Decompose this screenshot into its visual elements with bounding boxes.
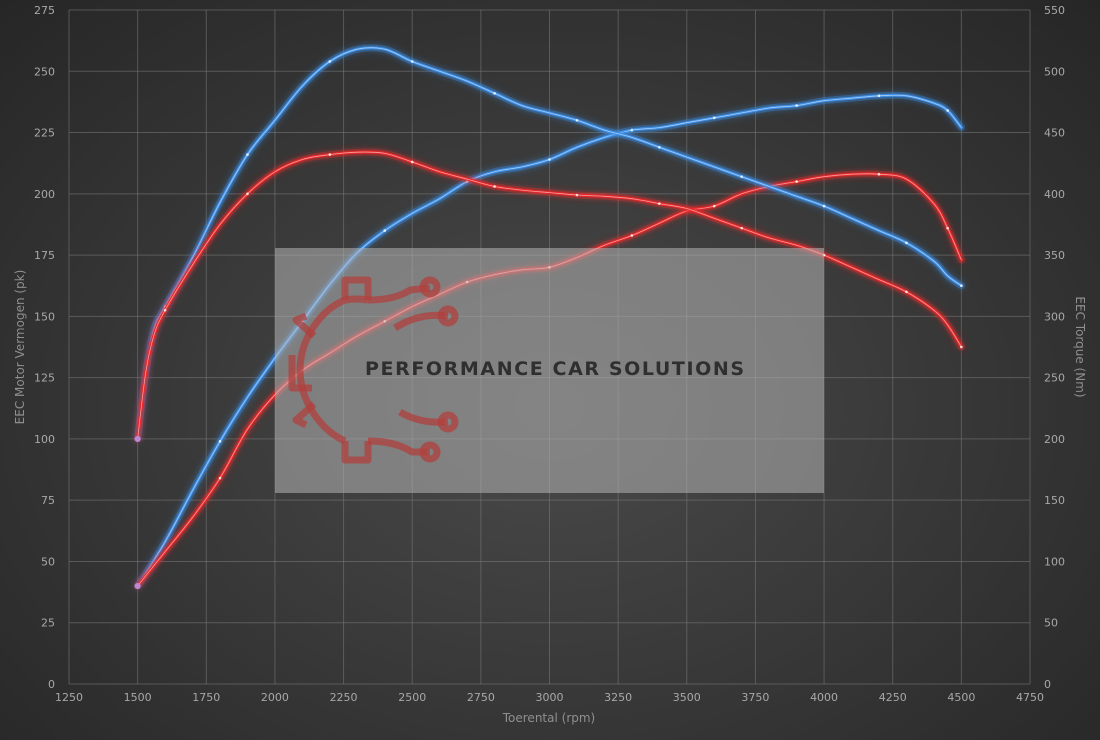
x-tick: 4250 (879, 691, 907, 704)
x-tick: 1250 (55, 691, 83, 704)
series-point (877, 172, 881, 176)
x-tick: 4750 (1016, 691, 1044, 704)
y-tick-left: 175 (34, 249, 55, 262)
x-tick: 2500 (398, 691, 426, 704)
left-axis-ticks: 0 25 50 75 100 125 150 175 200 225 250 275 (34, 4, 55, 691)
y-tick-right: 350 (1044, 249, 1065, 262)
series-point (795, 180, 798, 183)
x-tick: 2750 (467, 691, 495, 704)
y-tick-right: 0 (1044, 678, 1051, 691)
x-axis-ticks: 1250 1500 1750 2000 2250 2500 2750 3000 3250 3500… (55, 691, 1044, 704)
y-tick-left: 25 (41, 617, 55, 630)
series-point (328, 153, 332, 156)
series-point (712, 204, 716, 208)
series-start-point (134, 582, 141, 589)
series-point (822, 204, 826, 208)
series-point (410, 160, 414, 164)
y-tick-right: 300 (1044, 310, 1065, 323)
series-point (218, 440, 222, 443)
x-tick: 4500 (947, 691, 975, 704)
y-tick-left: 125 (34, 372, 55, 385)
series-point (493, 92, 496, 95)
y-tick-left: 150 (34, 310, 55, 323)
y-tick-left: 225 (34, 127, 55, 140)
y-tick-right: 150 (1044, 494, 1065, 507)
y-tick-right: 100 (1044, 555, 1065, 568)
series-highlight (137, 151, 962, 439)
x-tick: 1500 (124, 691, 152, 704)
series-point (658, 145, 661, 149)
series-point (740, 226, 743, 230)
watermark: PERFORMANCE CAR SOLUTIONS (275, 248, 824, 493)
y-tick-left: 0 (48, 678, 55, 691)
series-tuned-torque (134, 44, 965, 443)
y-tick-right: 200 (1044, 433, 1065, 446)
series-point (246, 192, 249, 196)
gear-circuit-logo-icon (288, 276, 459, 464)
x-tick: 3000 (536, 691, 564, 704)
series-point (905, 241, 908, 245)
series-point (548, 158, 551, 161)
series-point (328, 60, 332, 63)
series-point (877, 94, 881, 98)
series-point (630, 234, 634, 237)
right-axis-ticks: 0 50 100 150 200 250 300 350 400 450 500 550 (1044, 4, 1065, 691)
series-point (712, 116, 716, 120)
series-start-point (134, 435, 141, 442)
y-tick-left: 75 (41, 494, 55, 507)
watermark-text: PERFORMANCE CAR SOLUTIONS (365, 358, 746, 380)
series-point (410, 60, 414, 63)
series-point (740, 175, 743, 178)
series-point (960, 284, 963, 288)
left-axis-title: EEC Motor Vermogen (pk) (13, 270, 27, 425)
series-point (946, 109, 949, 112)
y-tick-right: 500 (1044, 65, 1065, 78)
y-tick-right: 450 (1044, 127, 1065, 140)
y-tick-right: 550 (1044, 4, 1065, 17)
y-tick-right: 50 (1044, 617, 1058, 630)
x-tick: 3750 (741, 691, 769, 704)
x-tick: 3250 (604, 691, 632, 704)
x-tick: 4000 (810, 691, 838, 704)
x-tick: 1750 (192, 691, 220, 704)
series-point (630, 128, 634, 132)
series-point (493, 185, 496, 188)
series-point (163, 308, 167, 312)
series-point (218, 476, 222, 480)
x-axis-title: Toerental (rpm) (502, 711, 595, 725)
right-axis-title: EEC Torque (Nm) (1073, 296, 1087, 397)
series-highlight (137, 47, 962, 439)
series-point (575, 193, 579, 197)
series-point (905, 290, 908, 294)
y-tick-left: 50 (41, 555, 55, 568)
y-tick-right: 250 (1044, 372, 1065, 385)
y-tick-left: 200 (34, 188, 55, 201)
y-tick-left: 100 (34, 433, 55, 446)
x-tick: 2250 (330, 691, 358, 704)
x-tick: 2000 (261, 691, 289, 704)
series-stock-torque (134, 148, 965, 443)
y-tick-left: 250 (34, 65, 55, 78)
y-tick-left: 275 (34, 4, 55, 17)
series-point (383, 229, 387, 232)
series-point (795, 104, 798, 107)
series-point (946, 226, 949, 230)
series-point (960, 345, 963, 349)
series-point (246, 153, 249, 156)
series-point (575, 118, 579, 122)
y-tick-right: 400 (1044, 188, 1065, 201)
x-tick: 3500 (673, 691, 701, 704)
series-point (658, 202, 661, 205)
